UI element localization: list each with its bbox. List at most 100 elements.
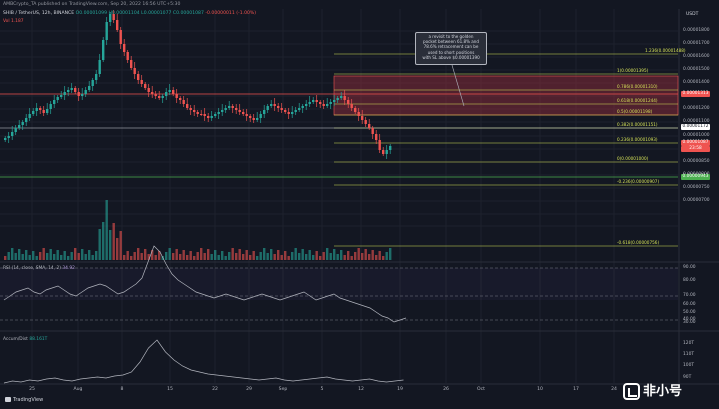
volume-bar [333, 249, 336, 260]
volume-bar [25, 250, 28, 260]
time-tick: 10 [537, 387, 543, 392]
rsi-tick: 50.00 [683, 310, 696, 315]
volume-bar [305, 254, 308, 260]
volume-bar [74, 248, 77, 260]
candle-body [137, 74, 140, 80]
volume-bar [116, 238, 119, 260]
volume-bar [256, 256, 259, 260]
fib-level-label: 0.236(0.00001093) [617, 137, 658, 142]
price-tick: 0.00001500 [683, 67, 710, 72]
price-tick: 0.00001100 [683, 119, 710, 124]
volume-bar [151, 250, 154, 260]
rsi-legend[interactable]: RSI (14, close, SMA, 14, 2) 34.92 [3, 266, 75, 271]
accdist-line [3, 339, 404, 384]
annotation-arrow [451, 64, 465, 107]
volume-legend[interactable]: Vol 1.187 [3, 19, 24, 24]
candle-body [389, 146, 392, 150]
volume-bar [7, 252, 10, 260]
time-tick: 25 [29, 387, 35, 392]
volume-bar [340, 250, 343, 260]
volume-bar [32, 251, 35, 260]
candle-body [203, 114, 206, 116]
accdist-tick: 90T [683, 375, 692, 380]
volume-bar [14, 253, 17, 260]
tradingview-logo[interactable]: TradingView [5, 397, 43, 403]
volume-bar [88, 250, 91, 260]
price-tick: 0.00001800 [683, 28, 710, 33]
volume-bar [112, 223, 115, 260]
volume-bar [319, 256, 322, 260]
volume-bar [259, 252, 262, 260]
rsi-title: RSI (14, close, SMA, 14, 2) [3, 266, 61, 271]
price-tick: 0.00000750 [683, 185, 710, 190]
candle-body [231, 106, 234, 108]
volume-bar [18, 249, 21, 260]
grid-lines [0, 9, 719, 385]
volume-bar [42, 248, 45, 260]
candle-body [305, 104, 308, 106]
price-tick: 0.00000700 [683, 198, 710, 203]
volume-bar [165, 252, 168, 260]
candle-body [168, 90, 171, 92]
candle-body [375, 134, 378, 140]
rsi-tick: 60.00 [683, 302, 696, 307]
ohlc-values: O0.00001099 H0.00001104 L0.00001077 C0.0… [75, 11, 204, 16]
candle-body [74, 88, 77, 92]
candle-body [172, 90, 175, 94]
short-zone [333, 75, 679, 116]
candle-body [333, 100, 336, 102]
golden-pocket-zone [333, 75, 679, 116]
candle-body [385, 150, 388, 154]
candle-body [35, 108, 38, 111]
volume-bar [364, 249, 367, 260]
price-tick: 0.00001400 [683, 80, 710, 85]
volume-bar [98, 229, 101, 260]
time-tick: 24 [611, 387, 617, 392]
candle-body [357, 112, 360, 116]
fib-level-label: -0.618(0.00000756) [617, 240, 660, 245]
volume-bar [207, 249, 210, 260]
time-tick: 19 [397, 387, 403, 392]
volume-bar [109, 230, 112, 260]
candle-body [284, 110, 287, 112]
candle-body [67, 90, 70, 92]
candle-body [350, 104, 353, 108]
candle-body [123, 44, 126, 52]
fib-level-label: 0.5(0.00001198) [617, 109, 653, 114]
volume-bar [263, 248, 266, 260]
price-tag: 23:58 [681, 146, 710, 152]
volume-bar [126, 251, 129, 260]
candle-body [46, 109, 49, 113]
candle-body [109, 14, 112, 22]
price-tag: 0.00001172 [681, 124, 710, 130]
candle-body [312, 100, 315, 102]
price-tag: 0.00001313 [681, 91, 710, 97]
volume-bar [322, 252, 325, 260]
candle-body [70, 88, 73, 90]
time-tick: Sep [278, 387, 288, 392]
volume-bar [196, 252, 199, 260]
time-tick: 8 [120, 387, 124, 392]
accdist-legend[interactable]: Accum/Dist 88.161T [3, 337, 47, 342]
volume-bar [343, 255, 346, 260]
candle-body [84, 90, 87, 94]
candle-body [42, 110, 45, 113]
candle-body [28, 114, 31, 118]
candle-body [81, 94, 84, 96]
annotation-callout[interactable]: a revisit to the golden pocket between 6… [415, 32, 487, 65]
fib-level-label: -0.236(0.00000907) [617, 179, 660, 184]
fib-level-label: 0.786(0.00001310) [617, 84, 658, 89]
volume-bar [158, 251, 161, 260]
accdist-tick: 100T [683, 363, 695, 368]
volume-bar [242, 254, 245, 260]
candle-body [343, 96, 346, 100]
support-lines [0, 93, 678, 178]
volume-bar [35, 256, 38, 260]
volume-bar [147, 254, 150, 260]
candle-body [214, 114, 217, 116]
symbol-legend[interactable]: SHIB / TetherUS, 12h, BINANCE O0.0000109… [3, 11, 256, 16]
candle-body [39, 108, 42, 110]
volume-bar [28, 255, 31, 260]
candle-body [60, 95, 63, 97]
